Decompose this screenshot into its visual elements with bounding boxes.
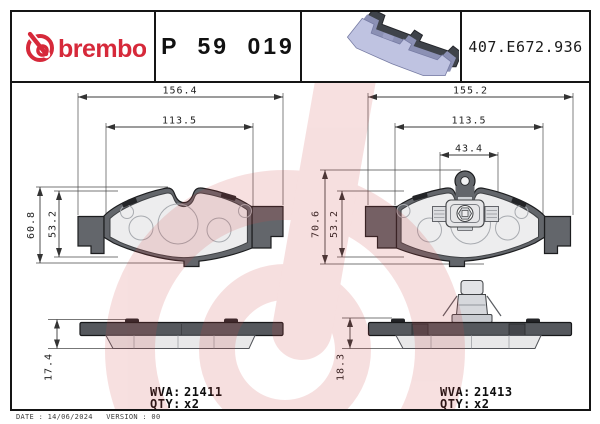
right-dim-height-outer: 70.6 [311, 210, 322, 238]
left-dim-height-inner: 53.2 [48, 210, 59, 238]
right-qty-value: x2 [474, 397, 489, 409]
right-dim-sensor: 43.4 [455, 144, 483, 155]
left-wva-value: 21411 [184, 385, 223, 399]
pad-friction-3d [346, 17, 452, 77]
brand-wordmark: brembo [58, 35, 146, 63]
left-dim-width-outer: 156.4 [162, 86, 197, 97]
right-wva-label: WVA: [440, 385, 471, 399]
left-qty-label: QTY: [150, 397, 181, 409]
left-dim-thickness: 17.4 [44, 353, 55, 381]
wear-sensor-body [432, 196, 499, 231]
left-qty-value: x2 [184, 397, 199, 409]
left-pad-top-view [79, 318, 284, 349]
left-pad-drawing: 156.4 113.5 60.8 53.2 17.4 [26, 86, 284, 411]
right-pad-top-view [367, 280, 573, 349]
right-pad-front-view [364, 170, 572, 268]
right-pad-dimension-lines [322, 94, 573, 349]
right-pad-drawing: 155.2 113.5 43.4 70.6 53.2 18.3 [311, 86, 574, 411]
sensor-wires [442, 295, 502, 317]
pad-notch-3d [382, 32, 394, 41]
brake-pad-photo [346, 12, 459, 77]
left-wva-label: WVA: [150, 385, 181, 399]
brand-cell: brembo [12, 12, 156, 81]
right-qty-label: QTY: [440, 397, 471, 409]
brembo-logo-icon: brembo [25, 28, 146, 63]
left-pad-dimension-lines [37, 94, 283, 349]
part-code-text: P 59 019 [161, 33, 295, 59]
part-code: P 59 019 [156, 12, 302, 81]
date-version-line: DATE : 14/06/2024 VERSION : 00 [16, 413, 161, 421]
right-dim-width-outer: 155.2 [453, 86, 488, 97]
right-dim-thickness: 18.3 [336, 353, 347, 381]
drawing-canvas: 156.4 113.5 60.8 53.2 17.4 [26, 86, 574, 411]
right-dim-height-inner: 53.2 [329, 210, 340, 238]
reference-number: 407.E672.936 [462, 12, 589, 81]
right-dim-width-inner: 113.5 [451, 116, 486, 127]
left-dim-width-inner: 113.5 [162, 116, 197, 127]
product-photo-cell [302, 12, 462, 81]
reference-text: 407.E672.936 [468, 37, 583, 56]
sheet-frame: brembo P 59 019 407.E672.936 [10, 10, 591, 411]
title-block: brembo P 59 019 407.E672.936 [12, 12, 589, 83]
left-dim-height-outer: 60.8 [26, 211, 37, 239]
right-wva-value: 21413 [474, 385, 513, 399]
left-pad-front-view [77, 187, 284, 268]
technical-drawings: 156.4 113.5 60.8 53.2 17.4 [12, 83, 589, 411]
left-pad-extension-lines [36, 93, 284, 349]
